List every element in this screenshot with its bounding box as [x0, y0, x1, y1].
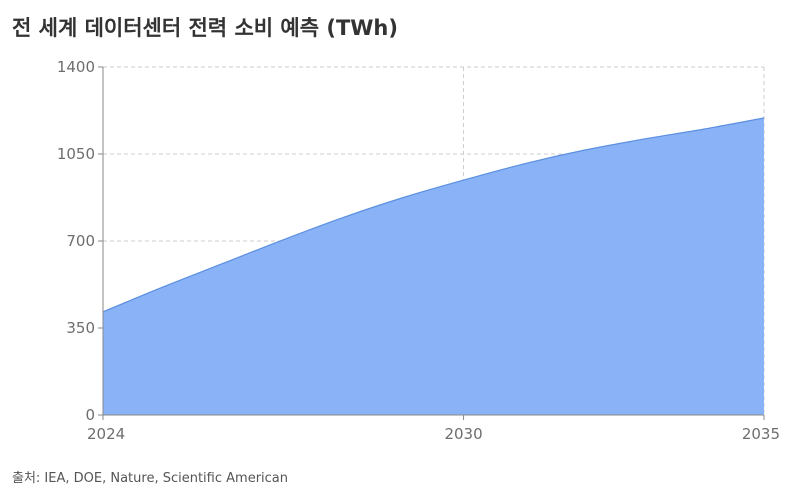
x-tick-label: 2030 [444, 425, 482, 443]
area-series [102, 117, 765, 416]
area-fill [103, 117, 764, 416]
y-tick-label: 700 [66, 232, 95, 250]
tick-labels: 0 350 700 1050 1400 2024 2030 2035 [57, 58, 780, 443]
y-tick-label: 1050 [57, 145, 95, 163]
y-tick-label: 1400 [57, 58, 95, 76]
x-tick-label: 2035 [742, 425, 780, 443]
x-tick-label: 2024 [87, 425, 125, 443]
axes [98, 66, 765, 420]
source-note: 출처: IEA, DOE, Nature, Scientific America… [12, 471, 288, 486]
y-tick-label: 0 [85, 406, 95, 424]
series-line [102, 117, 765, 313]
y-tick-label: 350 [66, 319, 95, 337]
chart-title: 전 세계 데이터센터 전력 소비 예측 (TWh) [12, 16, 398, 40]
